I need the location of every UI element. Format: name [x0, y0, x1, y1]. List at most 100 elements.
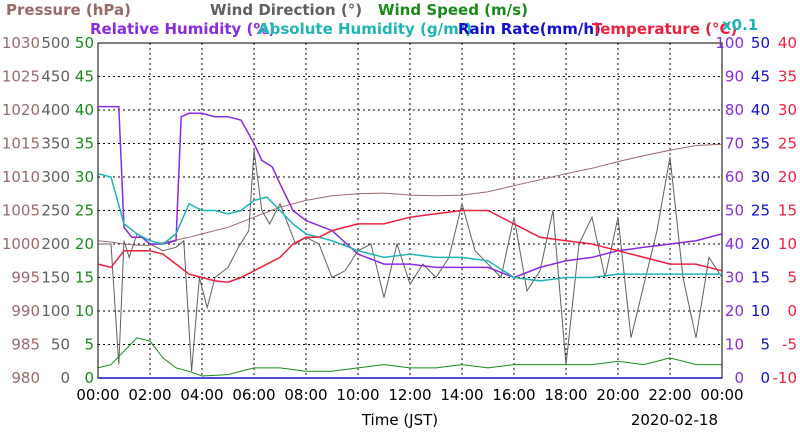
y-tick-label-rel-hum: 50: [725, 202, 744, 220]
x-tick-label: 14:00: [440, 386, 483, 404]
y-tick-label-rel-hum: 60: [725, 168, 744, 186]
y-tick-label-rain: 35: [751, 135, 770, 153]
x-tick-label: 02:00: [128, 386, 171, 404]
x-tick-label: 08:00: [284, 386, 327, 404]
y-tick-label-wind-dir: 400: [41, 101, 70, 119]
y-tick-label-wind-speed: 30: [75, 168, 94, 186]
y-tick-label-pressure: 1020: [2, 101, 40, 119]
y-tick-label-pressure: 1000: [2, 235, 40, 253]
header-temperature: Temperature (°C): [592, 20, 737, 38]
y-tick-label-temp: 10: [778, 235, 797, 253]
y-tick-label-wind-speed: 5: [84, 336, 94, 354]
header-wind-direction: Wind Direction (°): [210, 1, 362, 19]
y-tick-label-rain: 50: [751, 34, 770, 52]
y-tick-label-wind-dir: 150: [41, 269, 70, 287]
x-tick-label: 10:00: [336, 386, 379, 404]
y-tick-label-wind-speed: 40: [75, 101, 94, 119]
x-tick-label: 06:00: [232, 386, 275, 404]
y-tick-label-pressure: 995: [11, 269, 40, 287]
y-tick-label-rain: 30: [751, 168, 770, 186]
y-tick-label-wind-dir: 450: [41, 68, 70, 86]
series-line-abs-hum: [97, 172, 722, 282]
y-tick-label-temp: 20: [778, 168, 797, 186]
y-tick-label-rel-hum: 90: [725, 68, 744, 86]
y-tick-label-wind-dir: 0: [60, 369, 70, 387]
x-tick-label: 04:00: [180, 386, 223, 404]
y-tick-label-pressure: 1030: [2, 34, 40, 52]
x-tick-label: 22:00: [648, 386, 691, 404]
y-tick-label-wind-speed: 20: [75, 235, 94, 253]
header-wind-speed: Wind Speed (m/s): [378, 1, 528, 19]
y-tick-label-rain: 15: [751, 269, 770, 287]
series-line-wind-dir: [98, 150, 723, 372]
y-tick-label-wind-speed: 25: [75, 202, 94, 220]
x-tick-label: 12:00: [388, 386, 431, 404]
y-tick-label-pressure: 1015: [2, 135, 40, 153]
y-tick-label-wind-dir: 100: [41, 302, 70, 320]
header-rain-rate: Rain Rate(mm/h): [458, 20, 601, 38]
x-tick-label: 00:00: [76, 386, 119, 404]
header-relative-humidity: Relative Humidity (%): [90, 20, 275, 38]
y-tick-label-rain: 10: [751, 302, 770, 320]
y-tick-label-pressure: 1005: [2, 202, 40, 220]
y-tick-label-pressure: 985: [11, 336, 40, 354]
x-tick-label: 16:00: [492, 386, 535, 404]
y-tick-label-temp: 40: [778, 34, 797, 52]
y-tick-label-pressure: 980: [11, 369, 40, 387]
y-tick-label-temp: 5: [787, 269, 797, 287]
y-tick-label-rain: 20: [751, 235, 770, 253]
date-label: 2020-02-18: [631, 411, 718, 429]
y-tick-label-wind-dir: 250: [41, 202, 70, 220]
y-tick-label-rel-hum: 0: [734, 369, 744, 387]
y-tick-label-wind-dir: 350: [41, 135, 70, 153]
y-tick-label-wind-dir: 300: [41, 168, 70, 186]
y-tick-label-pressure: 1025: [2, 68, 40, 86]
y-tick-label-wind-dir: 200: [41, 235, 70, 253]
y-tick-label-temp: 15: [778, 202, 797, 220]
y-tick-label-rel-hum: 100: [715, 34, 744, 52]
y-tick-label-wind-speed: 10: [75, 302, 94, 320]
y-tick-label-rel-hum: 40: [725, 235, 744, 253]
y-tick-label-temp: 35: [778, 68, 797, 86]
y-tick-label-wind-speed: 0: [84, 369, 94, 387]
header-pressure: Pressure (hPa): [6, 1, 131, 19]
y-tick-label-rel-hum: 70: [725, 135, 744, 153]
y-tick-label-rain: 45: [751, 68, 770, 86]
y-tick-label-rain: 0: [760, 369, 770, 387]
legend: Pressure (hPa) Wind Direction (°) Wind S…: [6, 1, 758, 38]
y-tick-label-pressure: 1010: [2, 168, 40, 186]
y-tick-label-rel-hum: 30: [725, 269, 744, 287]
y-tick-label-temp: 25: [778, 135, 797, 153]
series-line-temp: [97, 209, 723, 283]
y-tick-label-wind-dir: 500: [41, 34, 70, 52]
x-tick-label: 20:00: [596, 386, 639, 404]
y-tick-label-wind-speed: 15: [75, 269, 94, 287]
y-tick-label-temp: 0: [787, 302, 797, 320]
axes: 00:00 02:00 04:00 06:00 08:00 10:00 12:00 14:00…: [2, 34, 797, 404]
x-tick-label: 00:00: [700, 386, 743, 404]
y-tick-label-rel-hum: 20: [725, 302, 744, 320]
y-tick-label-rel-hum: 80: [725, 101, 744, 119]
y-tick-label-temp: -5: [782, 336, 797, 354]
y-tick-label-temp: 30: [778, 101, 797, 119]
series: [97, 105, 723, 379]
y-tick-label-wind-speed: 35: [75, 135, 94, 153]
x-axis-label: Time (JST): [361, 411, 438, 429]
series-line-rel-hum: [98, 105, 723, 279]
grid: [97, 42, 723, 379]
header-absolute-humidity: Absolute Humidity (g/m³): [258, 20, 472, 38]
y-tick-label-rel-hum: 10: [725, 336, 744, 354]
header-x01: x0.1: [722, 16, 758, 34]
y-tick-label-wind-speed: 50: [75, 34, 94, 52]
y-tick-label-wind-dir: 50: [51, 336, 70, 354]
series-line-wind-speed: [97, 337, 722, 377]
y-tick-label-pressure: 990: [11, 302, 40, 320]
y-tick-label-wind-speed: 45: [75, 68, 94, 86]
y-tick-label-rain: 40: [751, 101, 770, 119]
y-tick-label-rain: 5: [760, 336, 770, 354]
y-tick-label-temp: -10: [773, 369, 798, 387]
y-tick-label-rain: 25: [751, 202, 770, 220]
x-tick-label: 18:00: [544, 386, 587, 404]
